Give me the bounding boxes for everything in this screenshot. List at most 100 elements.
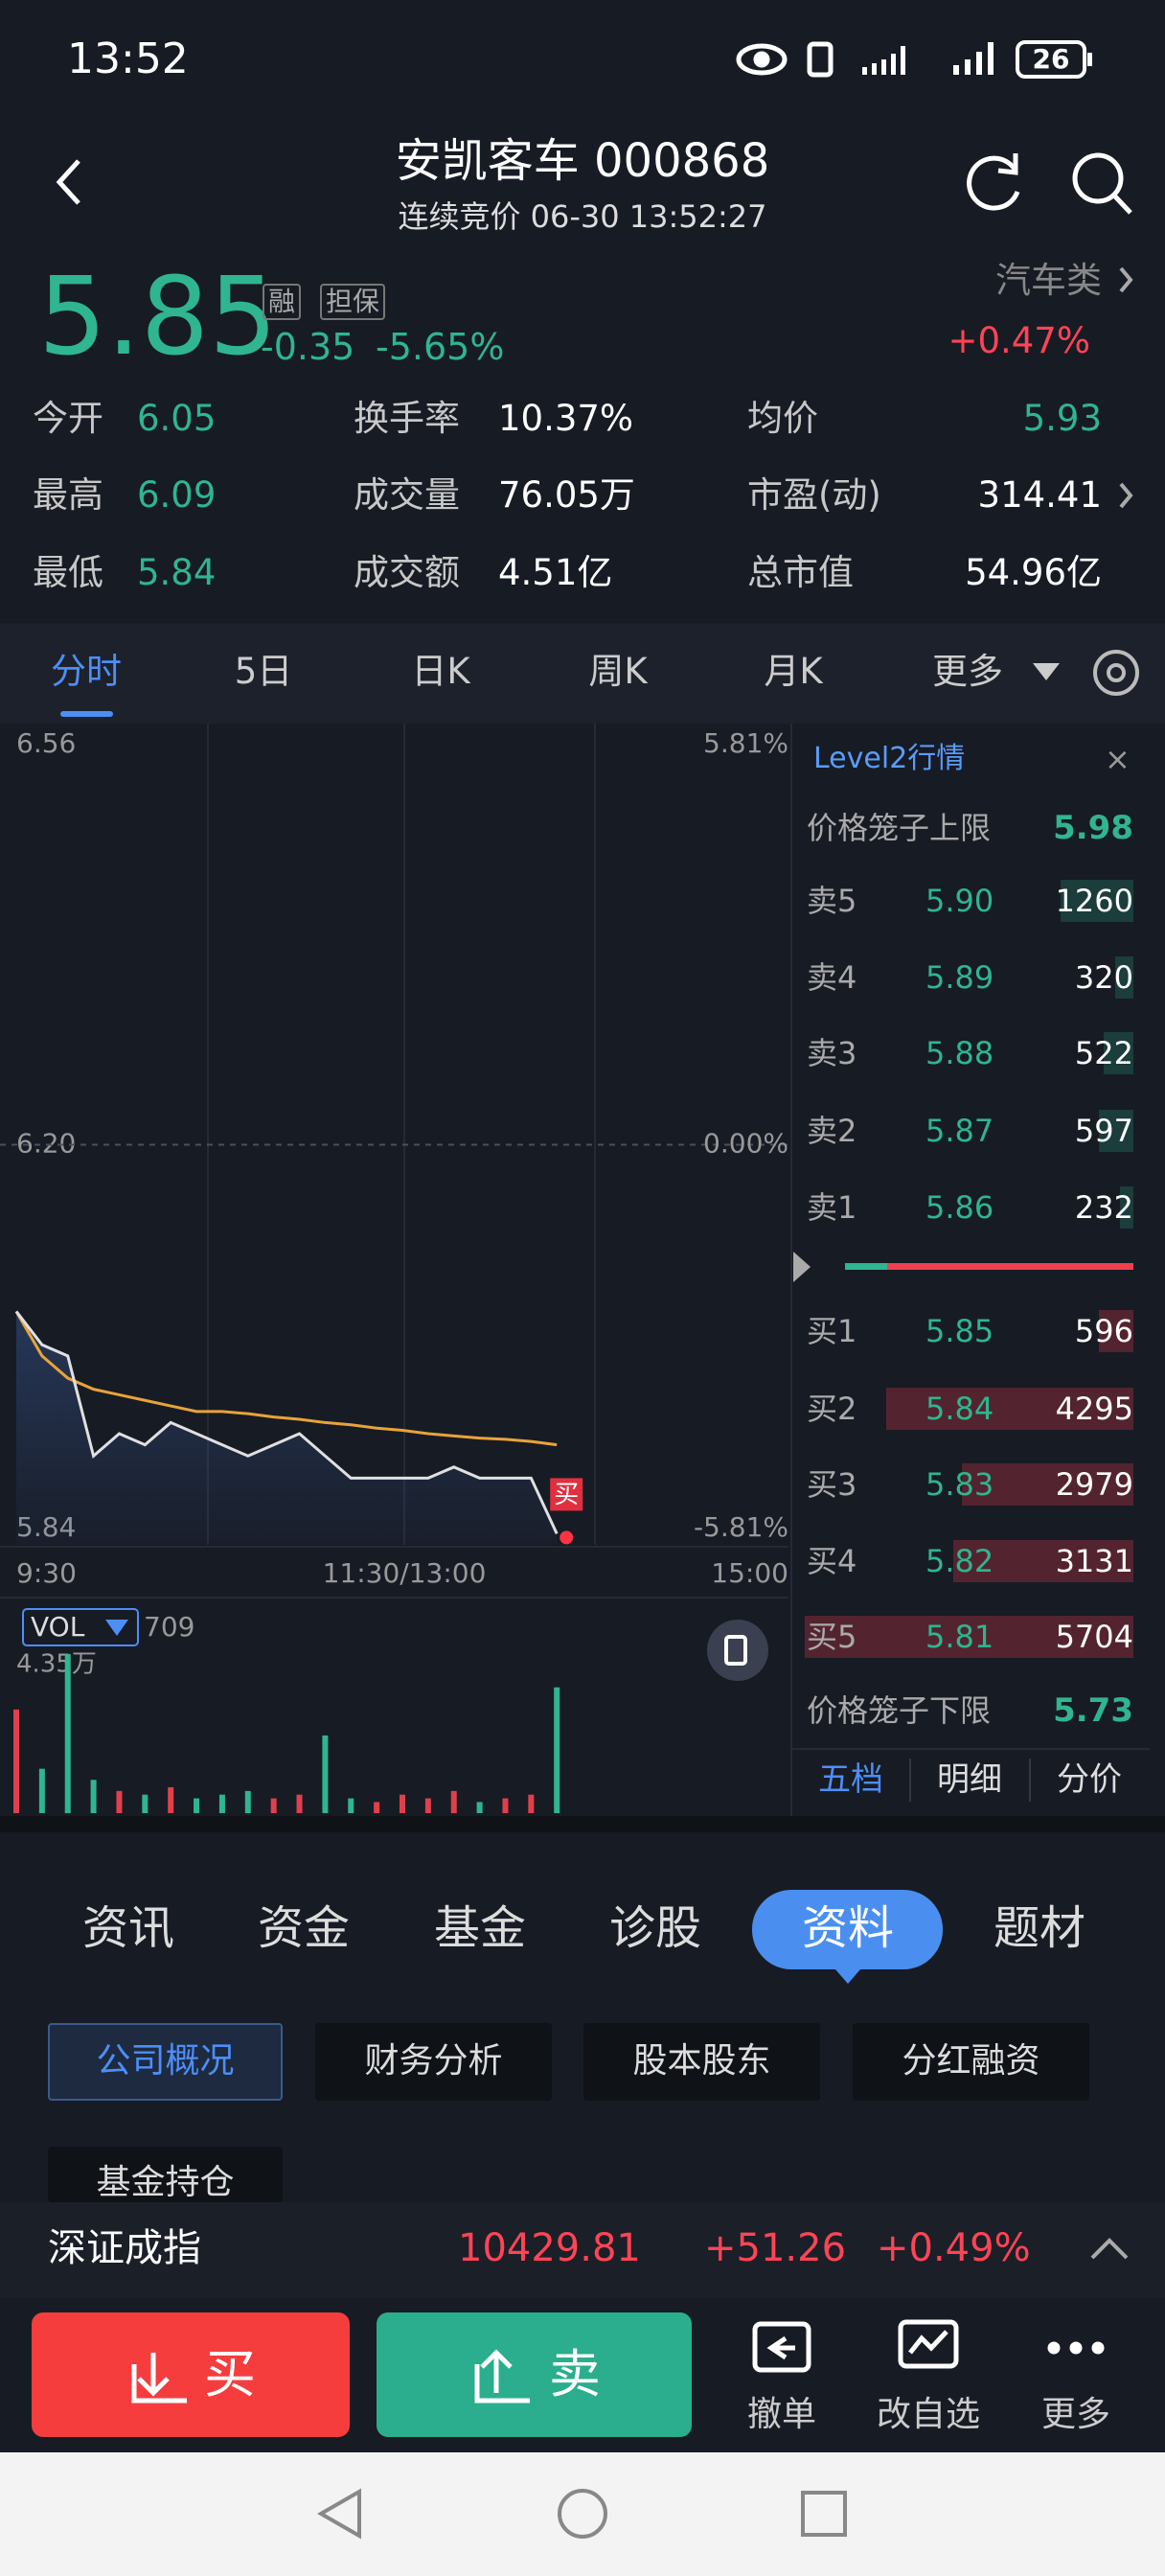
x-tick-label: 15:00 (711, 1557, 788, 1589)
volume-bar (322, 1735, 329, 1813)
nav-icons[interactable] (316, 2488, 847, 2540)
y2-tick-label: 0.00% (703, 1128, 788, 1160)
volume-bar (400, 1794, 405, 1813)
order-volume: 596 (1074, 1313, 1133, 1349)
subtitle: 连续竞价 06-30 13:52:27 (398, 198, 767, 235)
info-tab[interactable]: 诊股 (608, 1901, 702, 1955)
sub-tab-label[interactable]: 公司概况 (96, 2041, 235, 2081)
back-icon[interactable] (56, 159, 80, 205)
toolbar-label[interactable]: 撤单 (746, 2395, 817, 2434)
sub-tab[interactable] (48, 2023, 283, 2101)
orderbook-tab[interactable]: 分价 (1057, 1760, 1122, 1799)
chart-tab[interactable]: 月K (764, 650, 823, 692)
depth-bar (805, 1616, 1133, 1658)
x-tick-label: 11:30/13:00 (323, 1557, 487, 1589)
settings-icon[interactable] (1093, 650, 1139, 696)
sector-change: +0.47% (948, 319, 1090, 361)
clock: 13:52 (67, 34, 189, 83)
order-volume: 1260 (1055, 883, 1133, 919)
order-price: 5.86 (925, 1189, 994, 1226)
level2-title[interactable]: Level2行情 (813, 742, 966, 775)
volume-bar (450, 1790, 457, 1813)
sub-tab-label[interactable]: 分红融资 (902, 2041, 1040, 2081)
depth-bar (1120, 1186, 1133, 1229)
orderbook-border (790, 724, 792, 1816)
stat-label: 换手率 (354, 397, 460, 439)
orderbook-tab[interactable]: 五档 (818, 1760, 883, 1799)
order-price: 5.87 (925, 1113, 994, 1149)
vol-selector (22, 1608, 139, 1646)
rotate-button[interactable] (707, 1620, 768, 1681)
chart-tab[interactable]: 5日 (234, 650, 293, 692)
vol-label: VOL (31, 1611, 85, 1643)
volume-bar (38, 1768, 45, 1813)
badge: 融 (263, 284, 302, 320)
chart-tab[interactable]: 日K (411, 650, 470, 692)
volume-bar (142, 1794, 148, 1813)
buy-label[interactable]: 买 (204, 2344, 256, 2404)
orderbook-tab[interactable]: 明细 (937, 1760, 1002, 1799)
volume-bar (13, 1709, 19, 1813)
refresh-icon[interactable] (967, 153, 1020, 211)
chart-tab[interactable]: 周K (588, 650, 648, 692)
buy-button[interactable] (32, 2312, 350, 2437)
collapse-icon[interactable] (1090, 2238, 1129, 2260)
index-name: 深证成指 (48, 2226, 201, 2270)
info-tab[interactable]: 题材 (993, 1901, 1086, 1955)
info-tab[interactable]: 基金 (433, 1901, 527, 1955)
sub-tab[interactable] (315, 2023, 552, 2101)
sell-button[interactable] (377, 2312, 692, 2437)
cage-lower: 5.73 (1053, 1691, 1133, 1730)
order-volume: 320 (1074, 959, 1133, 996)
sub-tab-label[interactable]: 基金持仓 (96, 2163, 235, 2202)
depth-bar (952, 1540, 1133, 1582)
order-price: 5.84 (925, 1391, 994, 1427)
sell-label[interactable]: 卖 (549, 2344, 601, 2404)
chart-tab[interactable]: 分时 (51, 650, 122, 692)
info-tab[interactable]: 资料 (801, 1901, 895, 1955)
stat-label: 最低 (33, 551, 103, 593)
ratio-green (845, 1263, 887, 1270)
index-change-percent: +0.49% (877, 2226, 1031, 2270)
order-label: 卖5 (807, 883, 857, 919)
sub-tab-label[interactable]: 财务分析 (364, 2041, 503, 2081)
stat-value: 5.93 (1022, 397, 1102, 439)
chevrons (1119, 266, 1133, 509)
sub-tab[interactable] (48, 2147, 283, 2202)
sub-tab-label[interactable]: 股本股东 (632, 2041, 771, 2081)
active-info-tab (752, 1890, 943, 1969)
stat-label: 均价 (747, 397, 818, 439)
index-value: 10429.81 (458, 2226, 641, 2270)
order-label: 卖2 (807, 1113, 857, 1149)
order-volume: 2979 (1055, 1466, 1133, 1503)
info-tab[interactable]: 资金 (257, 1901, 351, 1955)
tab-bar-bg (0, 623, 1165, 724)
depth-bar (1099, 1310, 1133, 1352)
badge: 担保 (320, 284, 386, 320)
order-price: 5.88 (925, 1035, 994, 1071)
toolbar-label[interactable]: 更多 (1040, 2395, 1111, 2434)
sector[interactable]: 汽车类 (995, 259, 1102, 301)
close[interactable]: × (1105, 741, 1131, 777)
stat-value: 54.96亿 (965, 551, 1102, 593)
order-price: 5.90 (925, 883, 994, 919)
order-volume: 597 (1074, 1113, 1133, 1149)
avg-line (14, 1310, 558, 1447)
chart-tab[interactable]: 更多 (932, 650, 1003, 692)
order-price: 5.89 (925, 959, 994, 996)
signal (862, 42, 994, 75)
order-label: 买4 (807, 1543, 857, 1579)
info-tab[interactable]: 资讯 (81, 1901, 175, 1955)
cage-upper: 5.98 (1053, 809, 1133, 847)
sub-tab[interactable] (583, 2023, 820, 2101)
depth-bar (1103, 1032, 1133, 1074)
volume-bar (502, 1798, 509, 1813)
search-icon[interactable] (1072, 152, 1124, 204)
y2-tick-label: 5.81% (703, 727, 788, 759)
sub-tab[interactable] (853, 2023, 1089, 2101)
stat-label: 成交量 (354, 473, 460, 516)
last-point (560, 1530, 574, 1545)
stat-label: 最高 (33, 473, 103, 516)
toolbar-label[interactable]: 改自选 (876, 2395, 981, 2434)
status-icons (736, 41, 834, 78)
